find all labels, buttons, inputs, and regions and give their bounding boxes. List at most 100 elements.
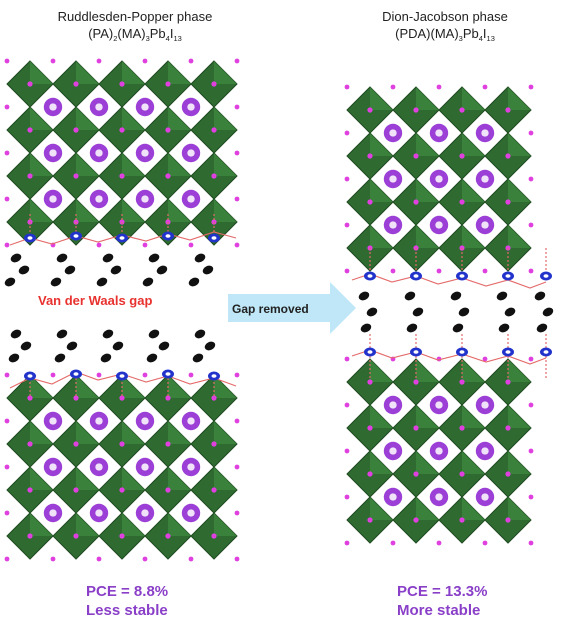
- carbon-atom: [504, 307, 516, 317]
- carbon-atom: [202, 265, 214, 275]
- lead-atom: [459, 199, 465, 205]
- octahedron-face: [122, 61, 145, 84]
- lead-atom: [165, 173, 171, 179]
- lead-atom: [73, 127, 79, 133]
- lead-atom: [505, 425, 511, 431]
- lead-atom: [211, 173, 217, 179]
- carbon-atom: [146, 353, 158, 363]
- dj-organic-spacer-layer: [351, 248, 554, 380]
- nitrogen-highlight: [27, 374, 33, 378]
- nitrogen-highlight: [505, 274, 511, 278]
- rp-top-perovskite-slab: [4, 58, 240, 248]
- octahedron-face: [168, 513, 191, 536]
- dj-phase-formula: (PDA)(MA)3Pb4I13: [395, 26, 495, 43]
- octahedron-face: [76, 467, 99, 490]
- dj-phase-name: Dion-Jacobson phase: [382, 9, 508, 24]
- iodide-atom: [96, 242, 102, 248]
- iodide-atom: [234, 372, 240, 378]
- ma-cation-highlight: [435, 129, 443, 137]
- nitrogen-highlight: [119, 374, 125, 378]
- carbon-atom: [188, 277, 200, 287]
- octahedron-face: [168, 153, 191, 176]
- lead-atom: [211, 487, 217, 493]
- lead-atom: [119, 533, 125, 539]
- iodide-atom: [344, 176, 350, 182]
- iodide-atom: [344, 356, 350, 362]
- ma-cation-highlight: [49, 417, 57, 425]
- ma-cation-highlight: [481, 493, 489, 501]
- lead-atom: [459, 107, 465, 113]
- carbon-atom: [204, 341, 216, 351]
- octahedron-face: [122, 153, 145, 176]
- carbon-atom: [194, 253, 206, 263]
- carbon-atom: [148, 329, 160, 339]
- dj-stability-label: More stable: [397, 602, 481, 619]
- iodide-atom: [4, 372, 10, 378]
- lead-atom: [367, 153, 373, 159]
- octahedron-face: [370, 497, 393, 520]
- lead-atom: [505, 199, 511, 205]
- lead-atom: [165, 533, 171, 539]
- ma-cation-highlight: [141, 417, 149, 425]
- carbon-atom: [148, 253, 160, 263]
- carbon-atom: [366, 307, 378, 317]
- carbon-atom: [498, 323, 510, 333]
- octahedron-face: [508, 451, 531, 474]
- ma-cation-highlight: [435, 447, 443, 455]
- octahedron-face: [214, 61, 237, 84]
- octahedron-face: [370, 179, 393, 202]
- carbon-atom: [192, 353, 204, 363]
- carbon-atom: [102, 253, 114, 263]
- nitrogen-highlight: [543, 274, 549, 278]
- iodide-atom: [344, 494, 350, 500]
- lead-atom: [211, 81, 217, 87]
- ma-cation-highlight: [95, 417, 103, 425]
- iodide-atom: [4, 464, 10, 470]
- nitrogen-highlight: [367, 350, 373, 354]
- lead-atom: [459, 425, 465, 431]
- octahedron-face: [30, 107, 53, 130]
- carbon-atom: [404, 291, 416, 301]
- iodide-atom: [96, 58, 102, 64]
- iodide-atom: [234, 418, 240, 424]
- octahedron-face: [30, 421, 53, 444]
- carbon-atom: [360, 323, 372, 333]
- octahedron-face: [462, 179, 485, 202]
- ma-cation-highlight: [49, 509, 57, 517]
- iodide-atom: [482, 356, 488, 362]
- lead-atom: [73, 395, 79, 401]
- ma-cation-highlight: [187, 103, 195, 111]
- carbon-atom: [496, 291, 508, 301]
- octahedron-face: [76, 61, 99, 84]
- octahedron-face: [508, 225, 531, 248]
- octahedron-face: [76, 421, 99, 444]
- carbon-atom: [64, 265, 76, 275]
- iodide-atom: [50, 58, 56, 64]
- iodide-atom: [344, 222, 350, 228]
- lead-atom: [27, 441, 33, 447]
- ma-cation-highlight: [481, 447, 489, 455]
- ma-cation-highlight: [141, 103, 149, 111]
- octahedron-face: [416, 133, 439, 156]
- octahedron-face: [30, 375, 53, 398]
- carbon-atom: [156, 265, 168, 275]
- carbon-atom: [194, 329, 206, 339]
- iodide-atom: [234, 510, 240, 516]
- carbon-atom: [406, 323, 418, 333]
- lead-atom: [27, 487, 33, 493]
- nitrogen-highlight: [211, 236, 217, 240]
- ma-cation-highlight: [435, 401, 443, 409]
- carbon-atom: [10, 253, 22, 263]
- octahedron-face: [370, 225, 393, 248]
- octahedron-face: [370, 451, 393, 474]
- octahedron-face: [508, 359, 531, 382]
- lead-atom: [119, 127, 125, 133]
- carbon-atom: [20, 341, 32, 351]
- octahedron-face: [370, 133, 393, 156]
- octahedron-face: [76, 153, 99, 176]
- octahedron-face: [462, 451, 485, 474]
- octahedron-face: [122, 467, 145, 490]
- iodide-atom: [344, 540, 350, 546]
- nitrogen-highlight: [413, 350, 419, 354]
- lead-atom: [27, 173, 33, 179]
